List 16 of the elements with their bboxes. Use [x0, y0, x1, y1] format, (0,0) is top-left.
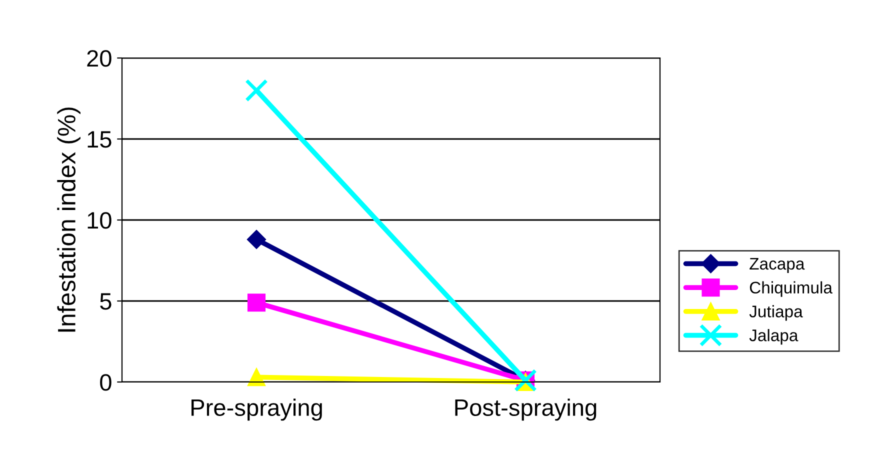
y-tick-label: 5 — [100, 293, 112, 310]
point — [247, 294, 266, 312]
legend-label: Zacapa — [750, 258, 805, 273]
y-tick-label: 10 — [88, 212, 112, 229]
y-tick-label: 20 — [87, 50, 112, 67]
legend-label: Jalapa — [749, 329, 798, 345]
y-tick-label: 15 — [88, 131, 112, 148]
legend-label: Chiquimula — [750, 281, 832, 297]
point — [246, 230, 266, 249]
point — [247, 368, 266, 386]
y-tick-label: 0 — [100, 374, 112, 391]
legend-label: Jutiapa — [749, 305, 803, 321]
x-tick-label: Pre-spraying — [192, 398, 322, 421]
y-axis-title: Infestation index (%) — [57, 108, 80, 332]
point — [245, 78, 268, 102]
x-tick-label: Post-spraying — [455, 398, 596, 421]
